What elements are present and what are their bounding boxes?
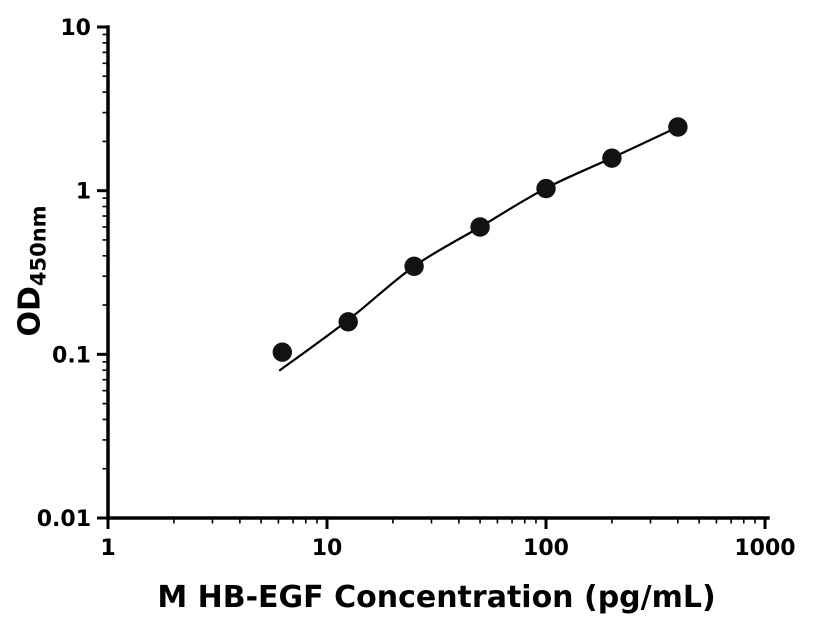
x-tick-label: 1000: [734, 536, 795, 561]
data-point: [536, 178, 556, 199]
y-axis-label: OD: [12, 286, 48, 337]
data-point: [272, 342, 292, 362]
x-tick-label: 100: [523, 536, 569, 561]
axes-spine: [106, 25, 770, 520]
data-point: [470, 217, 490, 237]
y-tick-label: 10: [60, 16, 91, 41]
x-tick-label: 10: [312, 536, 343, 561]
data-point: [338, 312, 358, 332]
y-tick-label: 0.01: [37, 507, 91, 532]
y-axis-label-subscript: 450nm: [26, 205, 51, 287]
data-point: [404, 256, 424, 276]
y-axis-title: OD450nm: [12, 205, 51, 337]
x-axis-title: M HB-EGF Concentration (pg/mL): [157, 580, 716, 615]
data-point: [602, 148, 622, 168]
y-tick-label: 1: [76, 180, 91, 205]
x-tick-label: 1: [100, 536, 115, 561]
y-tick-label: 0.1: [52, 343, 91, 368]
data-point: [668, 117, 688, 137]
